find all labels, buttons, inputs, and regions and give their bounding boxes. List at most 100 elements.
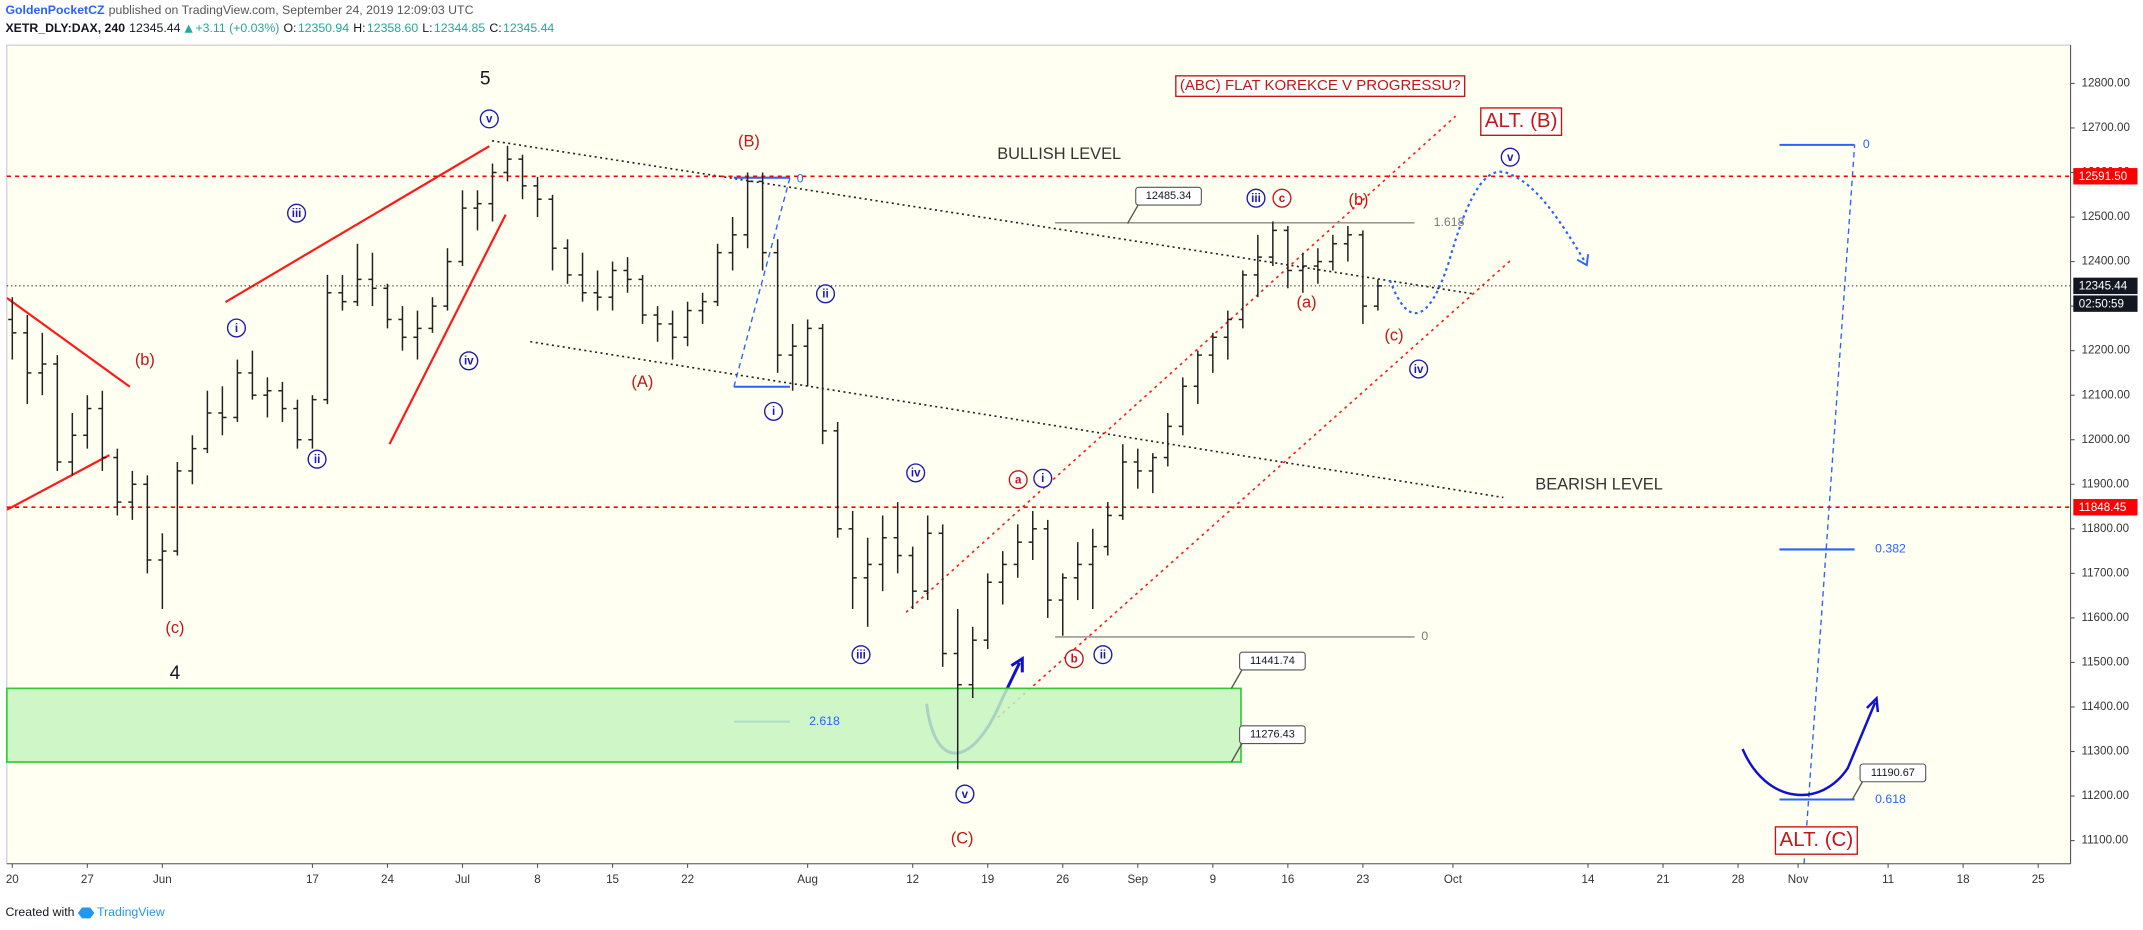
price-tag: [2073, 277, 2138, 295]
header-text: 12345.44: [503, 21, 554, 35]
x-tick-label: 28: [1732, 873, 1745, 886]
fib-label: 0: [797, 171, 804, 185]
wave-circle: [459, 351, 479, 371]
wave-circle: [1500, 147, 1520, 167]
wave-label: (A): [631, 373, 653, 391]
price-tag: [2073, 168, 2138, 185]
countdown-label: 02:50:59: [2079, 297, 2124, 310]
y-tick-label: 12500.00: [2081, 210, 2129, 223]
countdown-tag: [2073, 295, 2138, 312]
x-tick-label: 11: [1882, 873, 1894, 886]
arrow-curve: [1741, 702, 1877, 797]
x-tick-label: 19: [981, 873, 994, 886]
header-text: 12344.85: [434, 21, 485, 35]
callout-pointer: [1126, 204, 1140, 224]
y-tick-label: 11800.00: [2081, 522, 2129, 535]
wave-label: v: [962, 788, 969, 801]
wave-circle: [906, 463, 926, 483]
wave-label: iii: [856, 648, 866, 661]
wave-label: iv: [1414, 363, 1424, 376]
y-tick-label: 12100.00: [2081, 388, 2129, 401]
fib-label: 0.618: [1875, 792, 1906, 806]
channel-line: [997, 257, 1514, 719]
callout-label: 11441.74: [1250, 655, 1295, 667]
triangle-line: [6, 454, 110, 511]
x-tick-label: Oct: [1444, 873, 1463, 886]
header-text: 12358.60: [367, 21, 418, 35]
x-tick-label: Aug: [797, 873, 818, 886]
callout-box: [1135, 186, 1202, 206]
wave-label: ii: [822, 288, 828, 301]
callout-label: 12485.34: [1146, 190, 1192, 202]
wave-label: ii: [314, 453, 320, 466]
wave-label: (c): [1384, 327, 1403, 345]
wave-label: b: [1071, 653, 1078, 666]
wave-circle: [1033, 468, 1053, 488]
y-tick-label: 11600.00: [2081, 611, 2129, 624]
callout-label: 11190.67: [1871, 767, 1915, 779]
wave-label: (b): [135, 351, 155, 369]
x-tick-label: 12: [906, 873, 919, 886]
y-tick-label: 12700.00: [2081, 121, 2129, 134]
x-tick-label: 23: [1356, 873, 1369, 886]
wave-circle: [287, 203, 307, 223]
wave-circle: [1064, 649, 1084, 669]
level-label: BEARISH LEVEL: [1535, 476, 1663, 494]
y-tick-label: 12200.00: [2081, 344, 2129, 357]
fib-label: 0.382: [1875, 542, 1906, 556]
price-tag: [2073, 499, 2138, 516]
wave-circle: [955, 784, 975, 804]
wave-circle: [815, 284, 836, 304]
wave-circle: [1409, 359, 1429, 379]
wave-label: (C): [951, 829, 974, 847]
y-tick-label: 11700.00: [2081, 566, 2129, 579]
y-tick-label: 11300.00: [2081, 745, 2129, 758]
x-tick-label: 18: [1957, 873, 1970, 886]
x-tick-label: 27: [81, 873, 94, 886]
trend-line: [491, 139, 1474, 295]
wave-circle: [307, 449, 327, 469]
footer-text: Created with: [5, 905, 74, 919]
wave-label: i: [1041, 472, 1044, 485]
x-tick-label: 24: [381, 873, 394, 886]
wave-label: i: [235, 322, 238, 335]
tv-logo: [77, 907, 95, 919]
wave-label: ii: [1100, 648, 1106, 661]
y-tick-label: 11100.00: [2081, 834, 2128, 847]
trend-line: [530, 340, 1504, 499]
boxed-label: ALT. (B): [1485, 109, 1558, 132]
y-tick-label: 12400.00: [2081, 255, 2129, 268]
x-tick-label: Jul: [455, 873, 470, 886]
arrow-head: [1576, 254, 1590, 267]
wave-label: iii: [292, 207, 302, 220]
y-tick-label: 11400.00: [2081, 700, 2129, 713]
x-tick-label: 22: [681, 873, 694, 886]
header-text: L:: [422, 21, 432, 35]
header-text: published on TradingView.com, September …: [109, 3, 474, 17]
x-tick-label: 25: [2032, 873, 2045, 886]
triangle-line: [6, 297, 131, 388]
x-tick-label: Nov: [1788, 873, 1809, 886]
fib-diagonal: [733, 177, 791, 387]
fib-label: 1.618: [1434, 215, 1465, 229]
callout-box: [1239, 725, 1306, 745]
wave-label: iv: [464, 355, 474, 368]
header-text: C:: [489, 21, 501, 35]
price-tag-label: 12345.44: [2079, 280, 2128, 293]
callout-box: [1859, 763, 1927, 783]
y-tick-label: 12800.00: [2081, 76, 2129, 89]
callout-label: 11276.43: [1250, 729, 1295, 741]
price-tag-label: 11848.45: [2079, 501, 2127, 514]
label-box: [1175, 75, 1466, 98]
callout-pointer: [1230, 742, 1243, 763]
arrow-head: [1866, 695, 1880, 713]
fib-diagonal: [1803, 144, 1856, 864]
x-tick-label: Jun: [153, 873, 172, 886]
header-text: GoldenPocketCZ: [5, 3, 105, 17]
wave-label: (a): [1297, 294, 1317, 312]
x-tick-label: 21: [1657, 873, 1670, 886]
x-tick-label: 26: [1056, 873, 1069, 886]
fib-label: 0: [1421, 629, 1428, 643]
callout-box: [1239, 651, 1306, 671]
callout-pointer: [1851, 780, 1864, 801]
